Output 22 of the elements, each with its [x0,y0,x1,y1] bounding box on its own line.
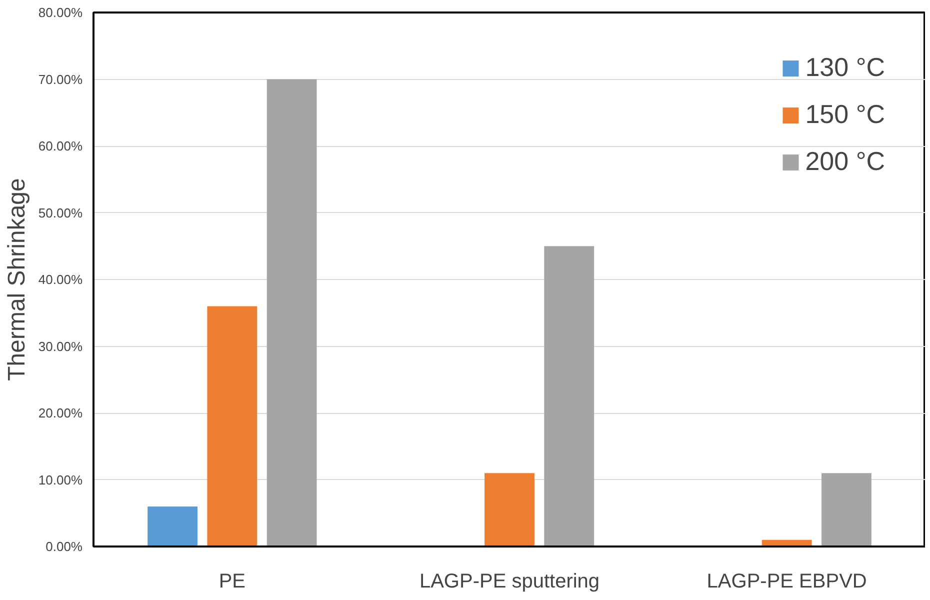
y-tick-label: 70.00% [38,72,83,87]
y-tick-label: 80.00% [38,5,83,20]
legend-label: 150 °C [805,99,885,130]
x-tick-label: LAGP-PE EBPVD [706,570,867,592]
y-tick-label: 30.00% [38,338,83,354]
x-tick-label: LAGP-PE sputtering [419,570,600,592]
bar [544,246,594,546]
y-tick-label: 50.00% [38,205,83,220]
legend-label: 130 °C [805,52,885,83]
bar [207,306,258,546]
bar [484,473,534,546]
y-tick-label: 0.00% [46,539,83,554]
bar [266,79,317,546]
bar [822,473,872,546]
x-tick-label: PE [218,570,246,592]
y-tick-label: 10.00% [38,472,83,488]
y-tick-label: 40.00% [38,272,83,287]
y-tick-label: 20.00% [38,406,83,420]
y-axis-title: Thermal Shrinkage [3,178,30,381]
legend-label: 200 °C [805,146,885,177]
y-tick-label: 60.00% [38,138,83,154]
bar [148,506,198,546]
